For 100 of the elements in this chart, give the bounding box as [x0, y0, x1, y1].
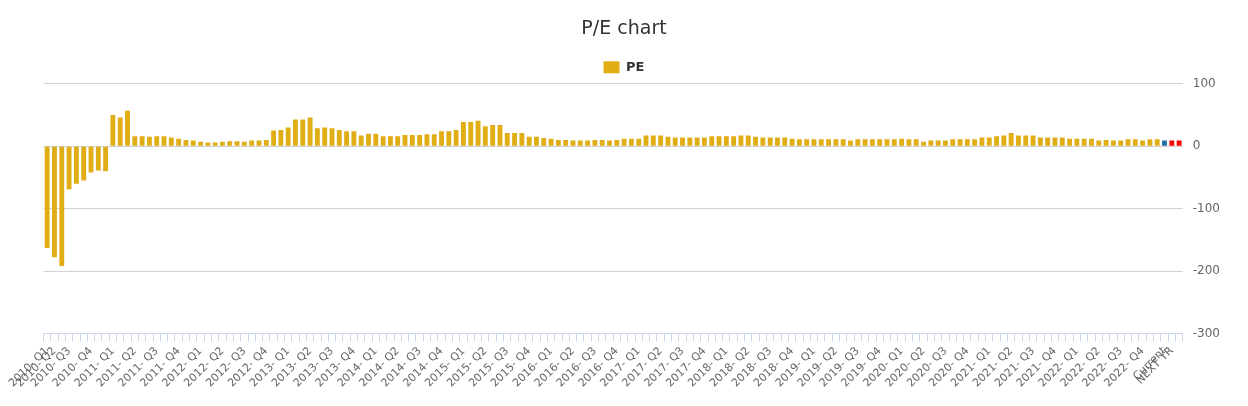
bar	[796, 139, 802, 146]
bar	[307, 117, 313, 146]
bar	[387, 136, 393, 146]
bar	[928, 140, 934, 146]
y-tick-label: -200	[1192, 263, 1220, 278]
bar	[322, 127, 328, 146]
bar	[205, 142, 211, 146]
bar	[366, 133, 371, 146]
bar	[1118, 140, 1124, 146]
bar	[680, 137, 685, 146]
y-tick-label: -100	[1192, 200, 1220, 215]
bar	[884, 139, 890, 146]
bar	[212, 142, 218, 146]
bar	[548, 138, 554, 146]
bar	[358, 135, 364, 146]
bar	[855, 139, 861, 146]
y-tick-label: -300	[1192, 325, 1220, 340]
bar	[1052, 137, 1058, 146]
bar	[775, 137, 780, 146]
bar	[1067, 138, 1072, 146]
bar	[139, 136, 145, 146]
bar	[168, 137, 174, 146]
bar	[555, 139, 561, 146]
bar	[767, 137, 773, 146]
bar	[1125, 139, 1131, 146]
bar	[1045, 137, 1051, 146]
bar	[1169, 140, 1175, 146]
bar	[512, 133, 517, 146]
y-tick-label: 100	[1192, 75, 1216, 90]
bar	[1110, 140, 1116, 146]
bar	[658, 135, 664, 146]
bar	[336, 130, 342, 146]
bar	[913, 139, 919, 146]
bar	[665, 136, 671, 146]
bar	[592, 139, 598, 146]
bar	[760, 137, 766, 146]
bar	[1001, 135, 1007, 146]
bar	[263, 139, 269, 146]
bar	[979, 137, 985, 146]
bar	[650, 135, 656, 146]
bar	[1154, 139, 1160, 146]
bar	[943, 140, 948, 146]
bar	[950, 139, 956, 146]
bar	[1016, 135, 1021, 146]
bar	[73, 146, 79, 184]
bar	[66, 146, 72, 190]
bar	[125, 110, 130, 146]
bar	[723, 136, 729, 146]
bar	[285, 127, 291, 146]
bar	[745, 135, 751, 146]
bar	[921, 141, 926, 146]
bar	[1037, 137, 1043, 146]
bar	[1140, 140, 1146, 146]
bar	[154, 136, 160, 146]
bar	[1176, 140, 1182, 146]
bar	[1059, 137, 1065, 146]
bar	[190, 140, 196, 146]
bar	[482, 126, 488, 146]
bar	[862, 139, 868, 146]
bar	[103, 146, 109, 172]
bar	[672, 137, 678, 146]
bar	[636, 138, 642, 146]
bar	[818, 139, 824, 146]
bar	[782, 137, 788, 146]
bar	[490, 125, 496, 146]
bar	[563, 139, 569, 146]
bar	[439, 131, 444, 146]
bar	[621, 138, 627, 146]
bar	[1081, 138, 1087, 146]
bar	[146, 136, 152, 146]
bar	[227, 141, 233, 146]
bar	[994, 136, 999, 146]
bar	[468, 121, 474, 146]
bar	[1132, 139, 1138, 146]
bar	[249, 140, 255, 146]
bar	[614, 139, 620, 146]
bar	[314, 128, 320, 146]
bar	[957, 139, 963, 146]
bar	[906, 139, 912, 146]
bar	[811, 139, 817, 146]
bar	[461, 121, 466, 146]
bar	[585, 140, 591, 146]
chart-title: P/E chart	[581, 16, 667, 39]
bar	[1023, 135, 1029, 146]
bar	[1089, 138, 1094, 146]
bar	[1074, 138, 1080, 146]
bar	[409, 134, 415, 146]
bar	[607, 140, 612, 146]
bar	[709, 136, 715, 146]
y-tick-label: 0	[1192, 138, 1201, 153]
bar	[986, 137, 992, 146]
bar	[424, 134, 430, 146]
bar	[300, 119, 306, 146]
bar	[840, 139, 846, 146]
bar	[81, 146, 87, 181]
bar	[373, 133, 379, 146]
bar	[826, 139, 832, 146]
bar	[241, 141, 247, 146]
bar	[176, 138, 182, 146]
bar	[972, 139, 978, 146]
